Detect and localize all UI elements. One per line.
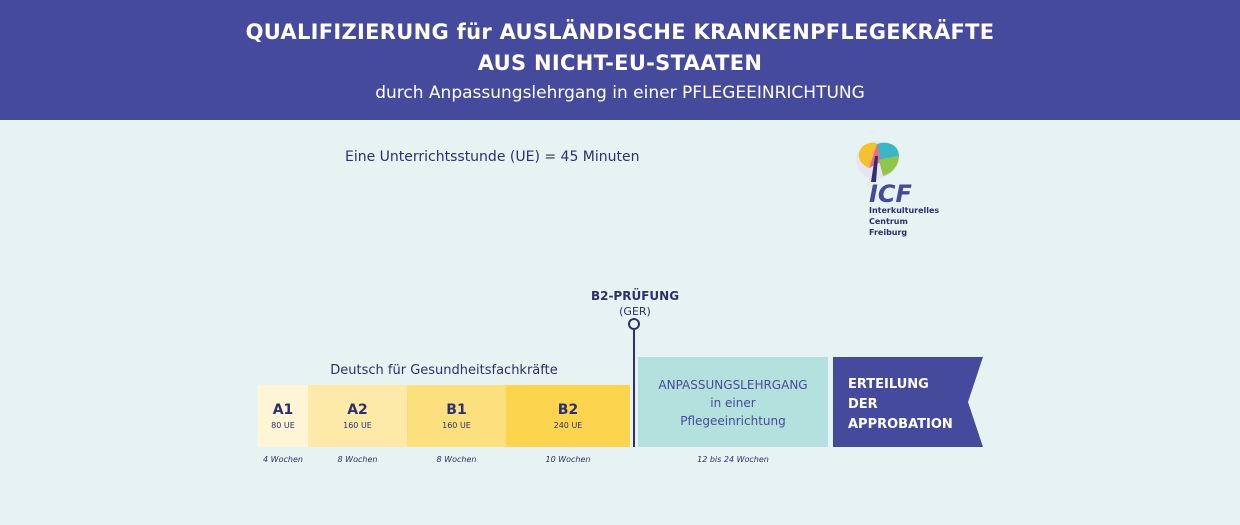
approbation-text: ERTEILUNG DER APPROBATION: [848, 375, 953, 435]
adaptation-line3: Pflegeeinrichtung: [680, 414, 786, 428]
level-a2: A2 160 UE: [308, 385, 407, 447]
header-subtitle: durch Anpassungslehrgang in einer PFLEGE…: [375, 83, 865, 103]
b2-exam-title: B2-PRÜFUNG: [590, 289, 680, 303]
b2-exam-milestone: B2-PRÜFUNG (GER): [580, 289, 690, 318]
weeks-b2: 10 Wochen: [545, 455, 591, 464]
b2-exam-subtitle: (GER): [619, 305, 651, 318]
level-a1: A1 80 UE: [258, 385, 308, 447]
level-name: A1: [272, 402, 294, 418]
approbation-line1: ERTEILUNG: [848, 377, 929, 392]
adaptation-line2: in einer: [710, 396, 756, 410]
icf-logo-line1: Interkulturelles: [869, 206, 940, 215]
header-banner: QUALIFIZIERUNG für AUSLÄNDISCHE KRANKENP…: [0, 0, 1240, 120]
weeks-adaptation: 12 bis 24 Wochen: [697, 455, 769, 464]
level-b1: B1 160 UE: [407, 385, 506, 447]
level-b2: B2 240 UE: [506, 385, 630, 447]
weeks-a1: 4 Wochen: [263, 455, 303, 464]
icf-logo: ICF Interkulturelles Centrum Freiburg: [845, 138, 945, 243]
level-ue: 240 UE: [553, 421, 583, 430]
approbation-flag: [833, 357, 983, 447]
level-ue: 80 UE: [271, 421, 295, 430]
approbation-line2: DER: [848, 397, 878, 412]
level-ue: 160 UE: [442, 421, 471, 430]
adaptation-course-box: ANPASSUNGSLEHRGANG in einer Pflegeeinric…: [638, 357, 828, 447]
weeks-b1: 8 Wochen: [436, 455, 477, 464]
icf-logo-icon: ICF: [856, 141, 913, 208]
icf-logo-text: Interkulturelles Centrum Freiburg: [869, 205, 939, 238]
level-name: B2: [557, 402, 579, 418]
adaptation-line1: ANPASSUNGSLEHRGANG: [658, 378, 808, 392]
level-name: B1: [446, 402, 467, 418]
icf-logo-letters: ICF: [869, 180, 913, 208]
level-name: A2: [347, 402, 368, 418]
icf-logo-line3: Freiburg: [869, 228, 908, 237]
level-ue: 160 UE: [343, 421, 372, 430]
header-title-line2: AUS NICHT-EU-STAATEN: [477, 51, 763, 75]
header-title-line1: QUALIFIZIERUNG für AUSLÄNDISCHE KRANKENP…: [245, 20, 995, 44]
icf-logo-line2: Centrum: [869, 217, 908, 226]
ue-note: Eine Unterrichtsstunde (UE) = 45 Minuten: [345, 149, 640, 165]
approbation-line3: APPROBATION: [848, 417, 953, 432]
course-label: Deutsch für Gesundheitsfachkräfte: [330, 363, 558, 378]
milestone-line: [633, 330, 635, 447]
weeks-a2: 8 Wochen: [337, 455, 378, 464]
milestone-marker-icon: [628, 318, 640, 330]
